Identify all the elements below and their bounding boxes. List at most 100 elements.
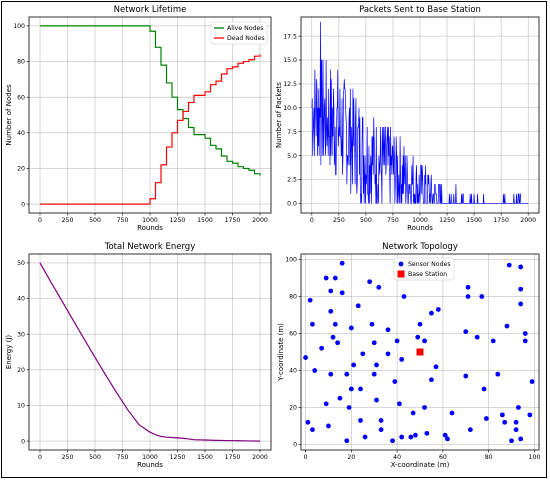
x-axis-label: Rounds [407,224,433,232]
sensor-node [483,416,489,421]
x-tick-label: 1000 [412,217,428,224]
y-tick-label: 2.5 [287,177,297,184]
sensor-node [360,351,366,357]
sensor-node [410,410,416,416]
sensor-node [474,334,480,340]
x-tick-label: 2000 [252,217,268,224]
x-tick-label: 2000 [252,454,268,461]
chart-panel-1: 0 250 500 750 1000 1250 1500 1750 2000 0 20 40 60 80 1… [5,5,272,232]
chart-title: Total Network Energy [104,242,196,252]
y-axis-label: Y-coordinate (m) [277,323,285,382]
plot-area-border [28,16,272,214]
sensor-node [435,307,441,312]
x-tick-label: 1250 [170,217,186,224]
sensor-node [513,427,519,433]
sensor-node [499,412,505,418]
y-tick-label: 0.0 [287,201,297,208]
sensor-node [344,438,350,444]
sensor-node [467,427,473,433]
legend-entry: Base Station [408,271,447,278]
sensor-node [465,294,471,299]
sensor-node [328,371,334,377]
y-tick-label: 80 [17,59,25,66]
base-station-marker [416,348,424,356]
sensor-node [504,323,510,329]
sensor-node [429,377,434,383]
x-tick-label: 60 [439,454,447,461]
y-tick-label: 0 [21,201,25,208]
series-line-packets [311,21,529,204]
sensor-node [330,334,336,340]
y-tick-label: 40 [17,130,25,137]
x-tick-label: 250 [333,217,345,224]
sensor-node [392,379,398,384]
sensor-node [424,430,430,436]
sensor-node [332,275,338,281]
sensor-node [509,438,514,444]
x-tick-label: 1750 [225,454,241,461]
sensor-node [358,386,363,392]
sensor-node [415,334,421,340]
y-tick-label: 7.5 [287,129,297,136]
sensor-node [399,356,405,362]
y-tick-label: 17.5 [283,33,297,40]
sensor-node [371,371,377,377]
x-tick-label: 0 [304,454,308,461]
sensor-node [445,436,450,442]
sensor-node [516,405,521,410]
sensor-node [417,321,423,327]
legend-entry: Alive Nodes [227,25,263,32]
y-tick-label: 40 [17,296,25,303]
x-tick-label: 1250 [170,454,186,461]
x-tick-label: 20 [347,454,355,461]
sensor-node [463,329,469,335]
sensor-node [378,418,384,423]
sensor-node [337,395,343,401]
sensor-node [339,290,345,296]
legend-entry: Dead Nodes [227,35,265,42]
chart-panel-2: 0 250 500 750 1000 1250 1500 1750 2000 0.0 2.5 5.0 7… [275,5,540,232]
sensor-node [465,284,471,290]
sensor-node [506,262,512,268]
x-tick-label: 1500 [466,217,482,224]
x-tick-label: 250 [62,217,74,224]
sensor-node [371,340,377,346]
sensor-node [433,364,439,370]
sensor-node [348,386,354,392]
sensor-node [303,355,308,360]
y-tick-label: 60 [289,331,297,338]
sensor-node [513,419,519,425]
legend-swatch [398,261,404,267]
chart-title: Network Topology [382,242,458,252]
x-tick-label: 750 [117,454,129,461]
x-tick-label: 500 [89,454,101,461]
y-axis-label: Number of Packets [275,82,283,148]
sensor-node [374,362,379,368]
sensor-node [339,260,345,266]
series-line-energy [39,262,261,442]
sensor-node [529,379,535,384]
sensor-node [408,434,414,440]
sensor-node [401,294,407,299]
plot-area-border [300,16,540,214]
sensor-node [479,294,485,299]
sensor-node [351,362,357,368]
sensor-node [429,310,434,316]
x-axis-label: Rounds [137,224,163,232]
sensor-node [518,264,524,270]
sensor-node [522,338,528,344]
sensor-node [422,338,427,344]
legend-box [393,257,455,281]
sensor-node [367,279,373,285]
legend-box [210,21,268,45]
x-tick-label: 80 [485,454,493,461]
y-tick-label: 10 [17,403,25,410]
sensor-node [518,286,524,292]
sensor-node [362,434,368,440]
x-tick-label: 0 [38,454,42,461]
x-tick-label: 1750 [225,217,241,224]
sensor-node [495,371,501,377]
sensor-node [376,284,382,290]
x-axis-label: Rounds [137,461,163,469]
